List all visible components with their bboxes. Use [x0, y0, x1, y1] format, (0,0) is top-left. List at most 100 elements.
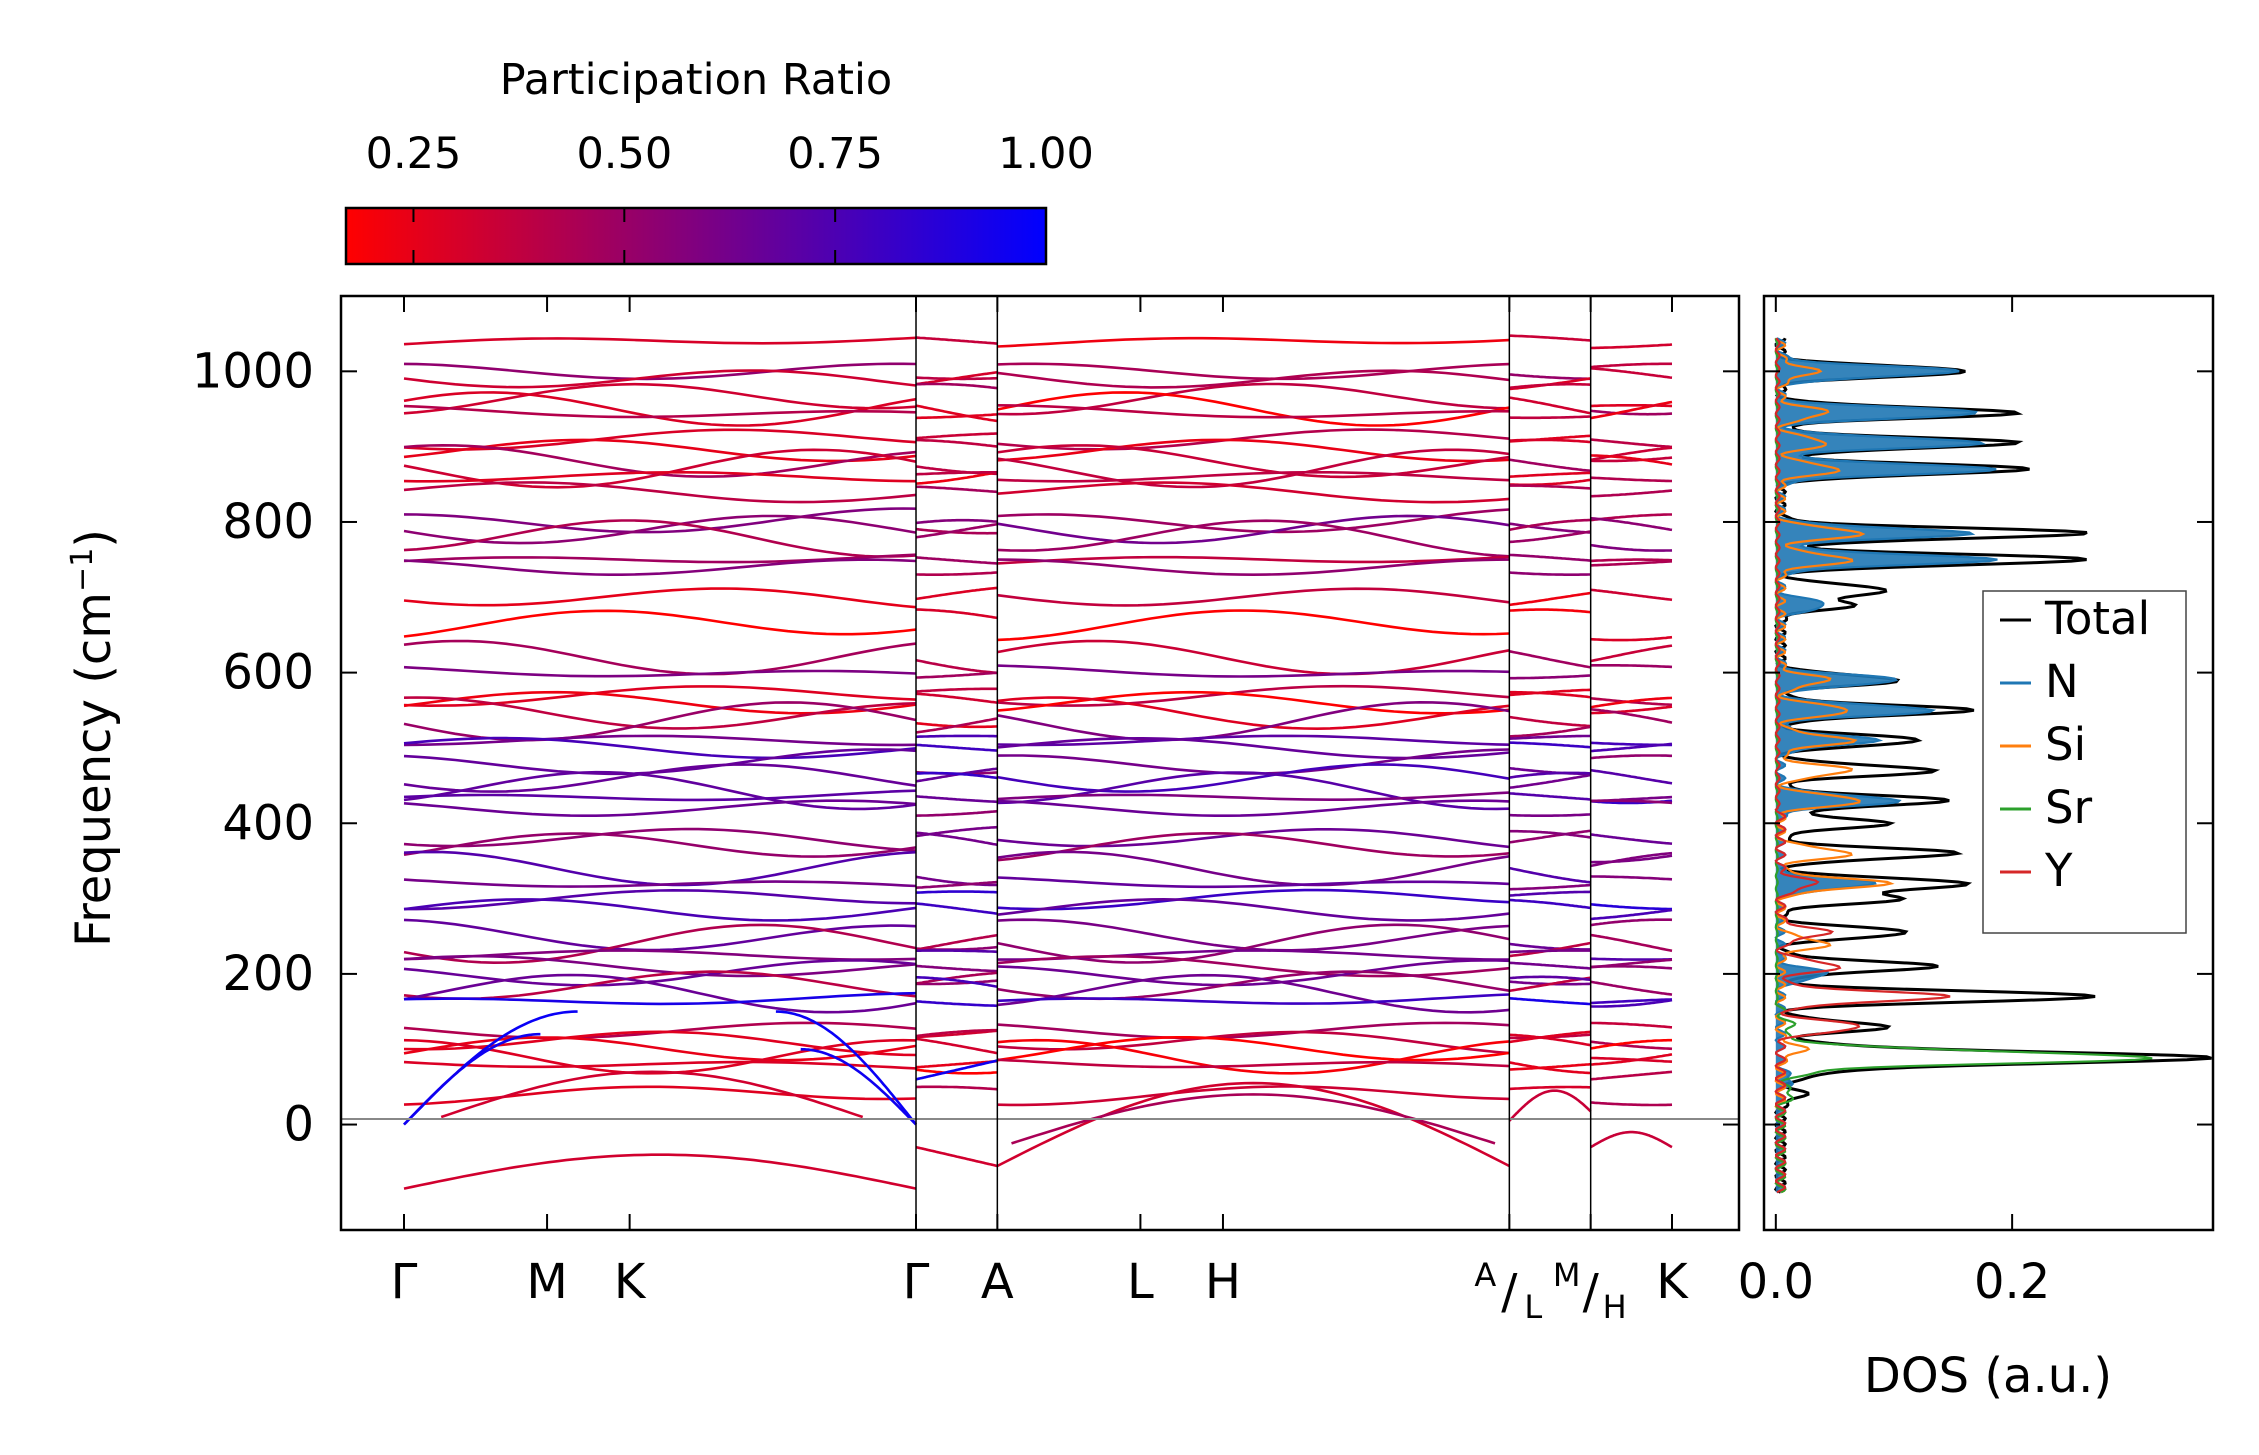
- phonon-band: [1509, 771, 1591, 779]
- y-axis-label-close: ): [66, 529, 122, 548]
- phonon-band: [404, 888, 917, 911]
- phonon-band: [403, 799, 917, 817]
- phonon-band: [997, 362, 1510, 381]
- phonon-band: [1509, 382, 1591, 390]
- phonon-band: [997, 587, 1510, 607]
- phonon-band: [403, 481, 917, 504]
- phonon-band: [1590, 908, 1673, 921]
- phonon-band: [997, 448, 1510, 489]
- phonon-band: [915, 336, 998, 345]
- phonon-band: [915, 795, 998, 804]
- phonon-band: [915, 692, 998, 704]
- phonon-band: [997, 888, 1510, 911]
- phonon-band: [915, 979, 998, 986]
- phonon-band: [1590, 560, 1673, 567]
- phonon-band: [1590, 965, 1673, 970]
- phonon-band: [997, 558, 1510, 577]
- phonon-band: [997, 1058, 1510, 1069]
- phonon-band: [1509, 571, 1591, 576]
- phonon-band: [997, 438, 1510, 463]
- phonon-band: [915, 875, 998, 887]
- dos-legend: Total N Si Sr Y: [1982, 590, 2187, 934]
- phonon-band: [997, 1021, 1510, 1040]
- colorbar-tick-label: 0.25: [366, 129, 462, 179]
- dos-x-tick-label: 0.0: [1738, 1254, 1814, 1310]
- phonon-band: [1509, 829, 1591, 844]
- phonon-band: [1590, 903, 1672, 911]
- phonon-band: [1509, 866, 1591, 884]
- phonon-band: [1590, 362, 1672, 369]
- k-label: K: [1656, 1254, 1689, 1310]
- phonon-band: [915, 1029, 998, 1039]
- phonon-band: [997, 959, 1510, 987]
- phonon-band: [1590, 516, 1673, 532]
- phonon-band: [915, 413, 998, 420]
- acoustic-branch: [775, 1010, 918, 1126]
- phonon-band: [1590, 635, 1673, 642]
- phonon-band: [1509, 1030, 1591, 1044]
- phonon-band: [1509, 674, 1591, 680]
- phonon-band: [1590, 588, 1673, 602]
- colorbar-tick-label: 1.00: [998, 129, 1094, 179]
- phonon-band: [403, 507, 917, 534]
- phonon-band: [1590, 1038, 1672, 1050]
- phonon-band: [1590, 476, 1672, 483]
- phonon-band: [997, 850, 1510, 887]
- phonon-band: [997, 639, 1510, 676]
- phonon-band: [403, 404, 917, 419]
- phonon-band: [1509, 591, 1591, 607]
- phonon-band: [403, 448, 917, 489]
- phonon-band: [1509, 334, 1591, 342]
- y-axis-label: Frequency (cm−1): [65, 529, 122, 947]
- phonon-band: [1509, 438, 1591, 444]
- dos-x-axis-label: DOS (a.u.): [1864, 1348, 2112, 1404]
- phonon-band: [997, 799, 1510, 817]
- soft-mode: [1590, 1130, 1673, 1149]
- phonon-band: [1590, 644, 1673, 663]
- colorbar: 0.25 0.50 0.75 1.00 Participation Ratio: [344, 55, 1094, 266]
- phonon-band: [403, 991, 917, 1006]
- phonon-band: [403, 587, 917, 609]
- phonon-band: [403, 382, 917, 415]
- y-tick-label: 800: [222, 494, 314, 550]
- phonon-band: [916, 571, 998, 576]
- phonon-band: [915, 933, 998, 951]
- phonon-band: [1509, 478, 1591, 487]
- soft-mode: [1590, 1070, 1673, 1081]
- phonon-band: [997, 1036, 1510, 1062]
- phonon-band: [1509, 650, 1591, 669]
- legend-label-si: Si: [2045, 718, 2086, 771]
- y-tick-label: 1000: [192, 343, 314, 399]
- phonon-band: [1509, 553, 1591, 562]
- imaginary-mode: [403, 1153, 917, 1190]
- phonon-band: [1509, 741, 1591, 749]
- phonon-band: [997, 973, 1510, 1014]
- phonon-band: [403, 369, 917, 389]
- phonon-band: [915, 1000, 998, 1008]
- phonon-band: [403, 898, 917, 922]
- phonon-band: [915, 687, 998, 693]
- phonon-band: [1509, 518, 1591, 532]
- phonon-band: [403, 878, 917, 888]
- phonon-band: [1509, 608, 1591, 614]
- phonon-band: [915, 586, 998, 601]
- phonon-band: [1590, 404, 1672, 408]
- phonon-band: [997, 1038, 1510, 1075]
- phonon-band: [1590, 543, 1673, 552]
- phonon-band: [997, 1030, 1510, 1055]
- phonon-band: [1509, 373, 1591, 381]
- k-label-sup: A: [1474, 1256, 1496, 1294]
- phonon-band: [997, 791, 1510, 801]
- soft-mode: [1508, 1089, 1592, 1122]
- phonon-band: [997, 897, 1510, 922]
- k-label-sub: L: [1524, 1288, 1542, 1326]
- phonon-band: [915, 485, 998, 494]
- phonon-band: [997, 555, 1510, 565]
- phonon-band: [403, 428, 917, 451]
- phonon-band: [1509, 883, 1591, 891]
- phonon-band: [916, 976, 998, 988]
- phonon-band: [997, 444, 1510, 479]
- phonon-band: [915, 971, 998, 985]
